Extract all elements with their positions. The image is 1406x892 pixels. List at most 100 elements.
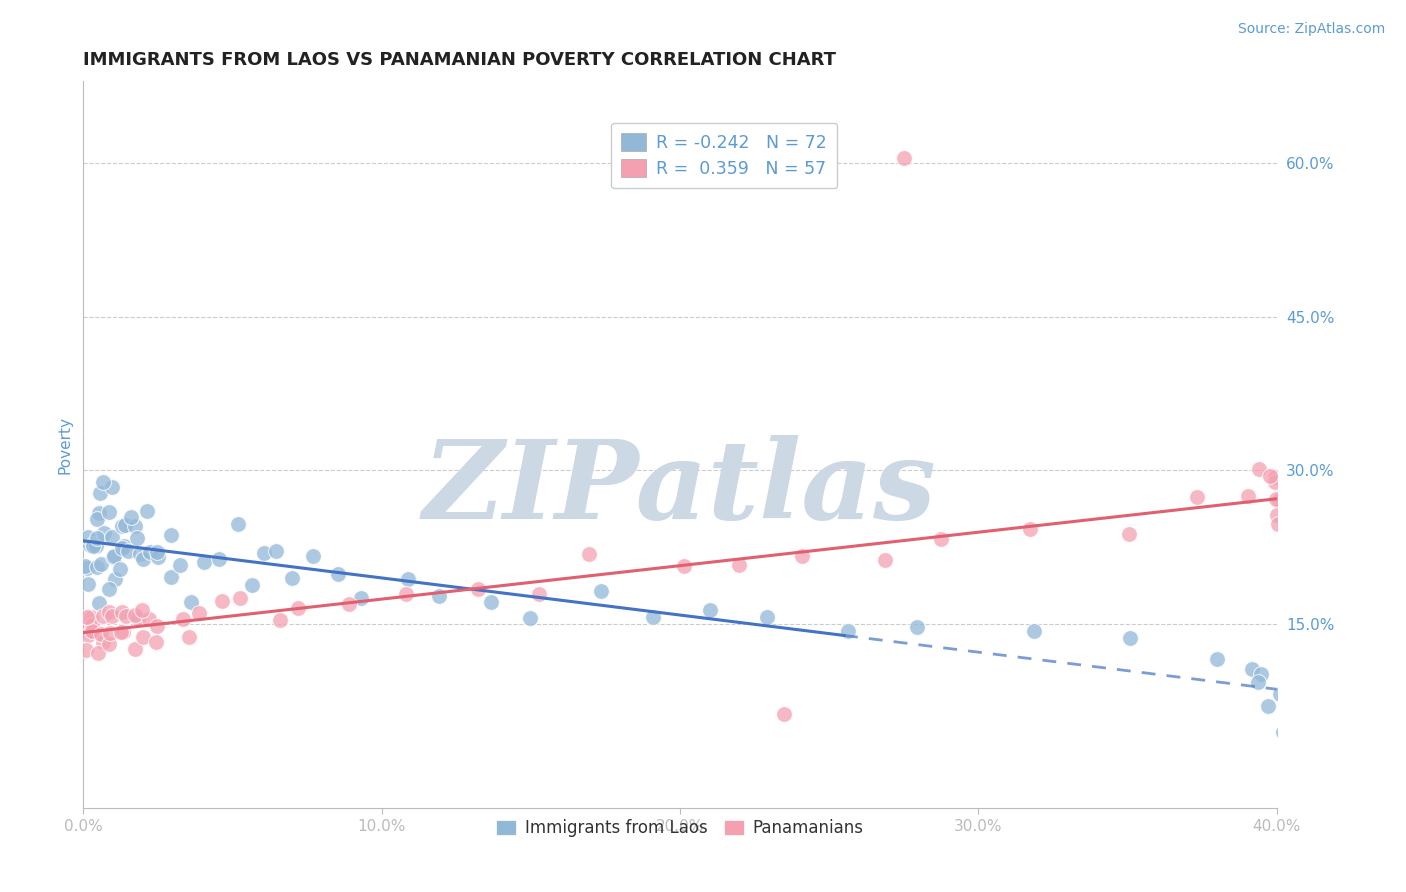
Point: [790, 549, 813, 564]
Point: [208, 552, 231, 566]
Point: [269, 613, 291, 627]
Point: [578, 548, 600, 562]
Point: [132, 630, 155, 644]
Point: [91, 634, 114, 648]
Point: [98, 637, 121, 651]
Point: [86, 531, 108, 545]
Point: [350, 591, 373, 605]
Point: [875, 552, 897, 566]
Point: [82, 539, 104, 553]
Point: [98, 582, 121, 596]
Point: [77, 530, 100, 544]
Point: [89, 506, 111, 520]
Point: [76, 610, 98, 624]
Point: [110, 605, 132, 619]
Point: [124, 518, 146, 533]
Point: [479, 594, 502, 608]
Point: [929, 532, 952, 546]
Point: [127, 611, 149, 625]
Point: [395, 587, 418, 601]
Point: [82, 624, 104, 638]
Point: [1272, 724, 1295, 739]
Point: [125, 531, 148, 545]
Text: Source: ZipAtlas.com: Source: ZipAtlas.com: [1237, 22, 1385, 37]
Point: [1249, 462, 1271, 476]
Point: [1258, 469, 1281, 483]
Point: [264, 543, 287, 558]
Point: [138, 612, 160, 626]
Text: IMMIGRANTS FROM LAOS VS PANAMANIAN POVERTY CORRELATION CHART: IMMIGRANTS FROM LAOS VS PANAMANIAN POVER…: [83, 51, 837, 69]
Point: [527, 587, 550, 601]
Point: [101, 480, 124, 494]
Point: [242, 578, 264, 592]
Point: [907, 620, 929, 634]
Point: [145, 618, 167, 632]
Point: [111, 518, 134, 533]
Legend: Immigrants from Laos, Panamanians: Immigrants from Laos, Panamanians: [489, 813, 870, 844]
Point: [87, 596, 110, 610]
Point: [160, 528, 183, 542]
Point: [93, 475, 115, 489]
Point: [287, 601, 309, 615]
Point: [98, 605, 121, 619]
Point: [641, 610, 664, 624]
Point: [82, 537, 104, 551]
Point: [136, 504, 159, 518]
Point: [93, 526, 115, 541]
Point: [1185, 490, 1208, 504]
Point: [519, 610, 541, 624]
Point: [86, 512, 108, 526]
Point: [84, 539, 107, 553]
Point: [177, 630, 200, 644]
Point: [79, 538, 101, 552]
Point: [1247, 674, 1270, 689]
Point: [114, 518, 136, 533]
Point: [131, 603, 153, 617]
Point: [193, 555, 215, 569]
Point: [1018, 522, 1040, 536]
Point: [396, 572, 419, 586]
Point: [73, 618, 96, 632]
Point: [111, 625, 134, 640]
Point: [146, 549, 169, 564]
Point: [90, 558, 112, 572]
Point: [1257, 699, 1279, 714]
Point: [467, 582, 489, 596]
Point: [112, 539, 135, 553]
Point: [139, 545, 162, 559]
Point: [727, 558, 749, 573]
Point: [97, 505, 120, 519]
Point: [302, 549, 325, 563]
Point: [337, 597, 360, 611]
Point: [110, 562, 132, 576]
Point: [1268, 687, 1291, 701]
Point: [111, 541, 134, 556]
Point: [253, 545, 276, 559]
Point: [699, 603, 721, 617]
Point: [180, 595, 202, 609]
Point: [128, 547, 150, 561]
Point: [1118, 526, 1140, 541]
Point: [169, 558, 191, 572]
Point: [87, 646, 110, 660]
Point: [98, 626, 121, 640]
Point: [672, 558, 695, 573]
Point: [86, 559, 108, 574]
Point: [115, 608, 138, 623]
Point: [101, 549, 124, 564]
Point: [589, 583, 612, 598]
Point: [1264, 475, 1286, 490]
Point: [101, 530, 124, 544]
Point: [756, 610, 779, 624]
Point: [1268, 492, 1291, 507]
Point: [1265, 491, 1288, 506]
Point: [229, 591, 252, 606]
Point: [77, 577, 100, 591]
Point: [837, 624, 859, 638]
Point: [124, 641, 146, 656]
Point: [89, 486, 111, 500]
Y-axis label: Poverty: Poverty: [58, 416, 72, 474]
Point: [1265, 508, 1288, 523]
Point: [1206, 652, 1229, 666]
Point: [773, 707, 796, 722]
